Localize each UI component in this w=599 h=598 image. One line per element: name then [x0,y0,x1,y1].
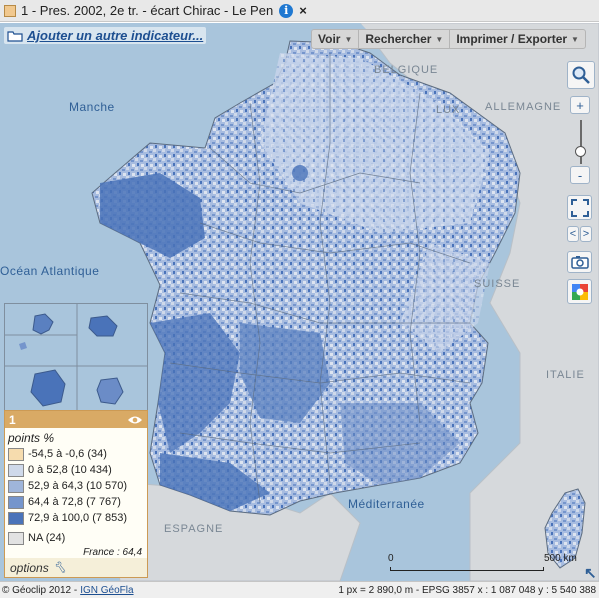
legend-row-class[interactable]: -54,5 à -0,6 (34) [5,446,147,462]
legend-class-label: -54,5 à -0,6 (34) [28,448,107,460]
indicator-title-bar: 1 - Pres. 2002, 2e tr. - écart Chirac - … [0,0,599,22]
label-ocean-atlantique: Océan Atlantique [0,264,100,278]
label-espagne: ESPAGNE [164,523,224,535]
add-indicator-link[interactable]: Ajouter un autre indicateur... [4,27,207,44]
legend-class-label: 52,9 à 64,3 (10 570) [28,480,128,492]
snapshot-button[interactable] [567,251,592,273]
status-bar: © Géoclip 2012 - IGN GéoFla 1 px = 2 890… [0,581,599,598]
zoom-in-button[interactable]: + [570,96,590,114]
zoom-slider-handle[interactable] [575,146,586,157]
corsica [544,488,586,569]
legend-options-label: options [10,560,49,575]
legend-row-class[interactable]: 52,9 à 64,3 (10 570) [5,478,147,494]
legend-france-value: France : 64,4 [83,547,142,558]
map-canvas[interactable]: Manche Océan Atlantique Méditerranée BEL… [0,23,599,581]
legend-layer-number: 1 [9,412,16,427]
legend-swatch [8,463,24,477]
menu-voir-label: Voir [318,32,341,46]
scale-bar: 0 500 km [388,553,577,573]
legend-panel: 1 points % -54,5 à -0,6 (34) 0 à 52,8 (10… [4,410,148,578]
full-extent-button[interactable] [567,195,592,220]
zoom-search-button[interactable] [567,61,595,89]
legend-class-label: 72,9 à 100,0 (7 853) [28,512,128,524]
legend-header: 1 [5,411,147,428]
map-menu-bar: Voir ▼ Rechercher ▼ Imprimer / Exporter … [311,29,586,49]
full-extent-icon [570,198,589,217]
legend-swatch-na [8,531,24,545]
label-allemagne: ALLEMAGNE [485,101,562,113]
indicator-color-swatch [4,4,16,17]
legend-label-na: NA (24) [28,532,66,544]
overseas-insets-map [5,304,147,410]
map-svg [0,23,599,581]
legend-swatch [8,479,24,493]
legend-classes: -54,5 à -0,6 (34) 0 à 52,8 (10 434) 52,9 à… [5,446,147,526]
menu-voir[interactable]: Voir ▼ [312,30,360,48]
legend-class-label: 64,4 à 72,8 (7 767) [28,496,121,508]
label-manche: Manche [69,100,115,114]
chevron-right-icon: > [582,228,590,240]
france-choropleth [91,40,521,516]
scale-line [390,567,544,571]
zoom-slider-track[interactable] [580,120,582,164]
legend-swatch [8,495,24,509]
legend-swatch [8,511,24,525]
scale-max: 500 km [544,553,577,564]
status-coordinates: 1 px = 2 890,0 m - EPSG 3857 x : 1 087 0… [338,584,596,596]
menu-rechercher[interactable]: Rechercher ▼ [359,30,451,48]
chevron-left-icon: < [569,228,577,240]
camera-icon [570,256,589,269]
legend-row-na[interactable]: NA (24) [5,530,147,546]
minus-icon: - [577,167,583,183]
add-indicator-label: Ajouter un autre indicateur... [27,28,204,43]
legend-row-class[interactable]: 72,9 à 100,0 (7 853) [5,510,147,526]
resize-arrow-icon[interactable]: ↖ [584,565,597,582]
info-icon[interactable]: i [279,3,294,18]
legend-class-label: 0 à 52,8 (10 434) [28,464,112,476]
legend-swatch [8,447,24,461]
eye-icon[interactable] [127,415,143,425]
folder-open-icon [7,30,23,42]
label-suisse: SUISSE [474,278,521,290]
ign-geofla-link[interactable]: IGN GéoFla [80,584,134,596]
label-belgique: BELGIQUE [374,64,439,76]
label-italie: ITALIE [546,369,585,381]
menu-rechercher-label: Rechercher [365,32,432,46]
legend-row-class[interactable]: 0 à 52,8 (10 434) [5,462,147,478]
chevron-down-icon: ▼ [571,34,579,44]
zoom-out-button[interactable]: - [570,166,590,184]
close-icon[interactable]: × [299,3,307,18]
wrench-icon: 🔧︎ [52,562,67,574]
label-mediterranee: Méditerranée [348,497,425,511]
legend-unit: points % [8,431,55,445]
google-earth-button[interactable] [567,279,592,304]
previous-view-button[interactable]: < [567,226,579,242]
legend-row-class[interactable]: 64,4 à 72,8 (7 767) [5,494,147,510]
magnifier-icon [572,66,590,84]
plus-icon: + [576,97,584,113]
legend-options-button[interactable]: options 🔧︎ [4,558,148,578]
google-maps-icon [571,283,588,300]
status-copyright: © Géoclip 2012 - [2,584,78,596]
indicator-title: 1 - Pres. 2002, 2e tr. - écart Chirac - … [21,3,274,18]
chevron-down-icon: ▼ [344,34,353,44]
overseas-insets[interactable] [4,303,148,411]
menu-imprimer-exporter[interactable]: Imprimer / Exporter ▼ [450,30,585,48]
scale-zero: 0 [388,553,394,564]
label-lux: LUX [436,104,461,116]
chevron-down-icon: ▼ [435,34,444,44]
menu-imprimer-label: Imprimer / Exporter [456,32,568,46]
next-view-button[interactable]: > [580,226,592,242]
